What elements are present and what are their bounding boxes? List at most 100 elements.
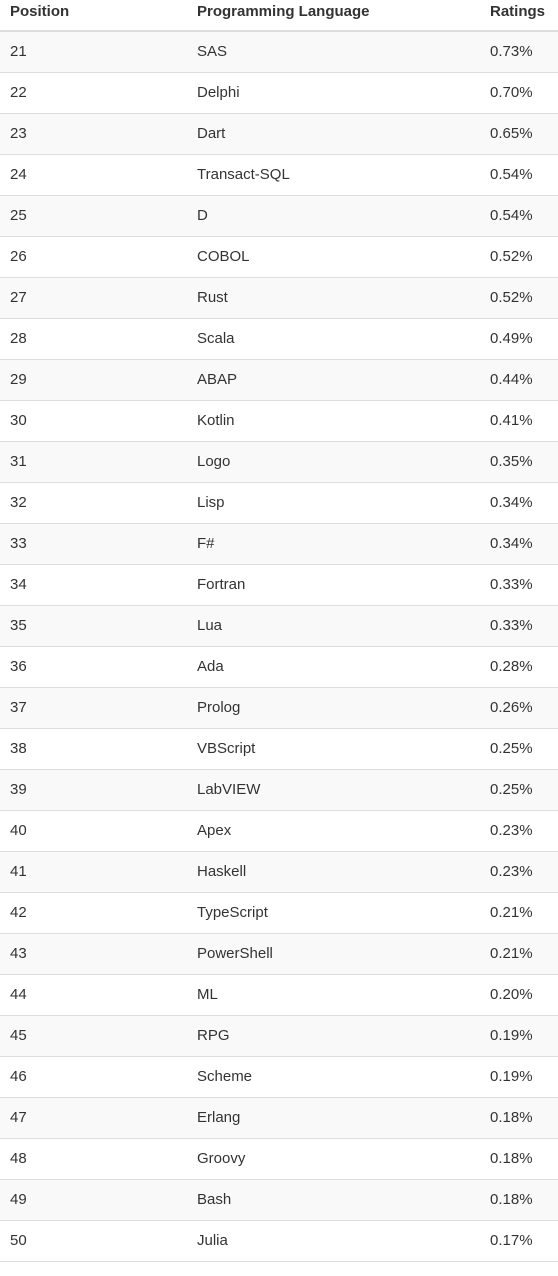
table-row: 24 Transact-SQL 0.54% (0, 155, 558, 196)
language-cell: Dart (197, 125, 226, 142)
language-cell: Erlang (197, 1109, 241, 1126)
language-cell: D (197, 207, 208, 224)
rating-cell: 0.28% (490, 658, 533, 675)
rating-cell: 0.65% (490, 125, 533, 142)
language-cell: Groovy (197, 1150, 246, 1167)
position-cell: 45 (10, 1027, 27, 1044)
table-row: 47 Erlang 0.18% (0, 1098, 558, 1139)
rating-cell: 0.70% (490, 84, 533, 101)
position-cell: 23 (10, 125, 27, 142)
table-row: 22 Delphi 0.70% (0, 73, 558, 114)
rating-cell: 0.41% (490, 412, 533, 429)
language-cell: COBOL (197, 248, 250, 265)
language-cell: VBScript (197, 740, 256, 757)
rating-cell: 0.23% (490, 863, 533, 880)
rating-cell: 0.34% (490, 535, 533, 552)
rating-cell: 0.21% (490, 945, 533, 962)
position-cell: 28 (10, 330, 27, 347)
table-row: 23 Dart 0.65% (0, 114, 558, 155)
position-cell: 40 (10, 822, 27, 839)
table-row: 26 COBOL 0.52% (0, 237, 558, 278)
language-cell: Scheme (197, 1068, 253, 1085)
rating-cell: 0.54% (490, 207, 533, 224)
position-cell: 33 (10, 535, 27, 552)
language-cell: Scala (197, 330, 235, 347)
table-row: 41 Haskell 0.23% (0, 852, 558, 893)
language-cell: SAS (197, 43, 228, 60)
position-cell: 42 (10, 904, 27, 921)
position-cell: 24 (10, 166, 27, 183)
rating-cell: 0.33% (490, 576, 533, 593)
table-row: 37 Prolog 0.26% (0, 688, 558, 729)
header-programming-language[interactable]: Programming Language (197, 3, 370, 20)
language-cell: Kotlin (197, 412, 235, 429)
table-row: 49 Bash 0.18% (0, 1180, 558, 1221)
header-position[interactable]: Position (10, 3, 70, 20)
table-row: 40 Apex 0.23% (0, 811, 558, 852)
language-cell: Julia (197, 1232, 228, 1249)
header-ratings[interactable]: Ratings (490, 3, 546, 20)
table-row: 50 Julia 0.17% (0, 1221, 558, 1262)
position-cell: 36 (10, 658, 27, 675)
table-row: 38 VBScript 0.25% (0, 729, 558, 770)
language-cell: F# (197, 535, 215, 552)
language-cell: Ada (197, 658, 224, 675)
rating-cell: 0.20% (490, 986, 533, 1003)
position-cell: 47 (10, 1109, 27, 1126)
position-cell: 37 (10, 699, 27, 716)
position-cell: 34 (10, 576, 27, 593)
rating-cell: 0.26% (490, 699, 533, 716)
position-cell: 49 (10, 1191, 27, 1208)
language-cell: TypeScript (197, 904, 268, 921)
rating-cell: 0.52% (490, 289, 533, 306)
rating-cell: 0.34% (490, 494, 533, 511)
rating-cell: 0.19% (490, 1068, 533, 1085)
position-cell: 41 (10, 863, 27, 880)
table-row: 39 LabVIEW 0.25% (0, 770, 558, 811)
position-cell: 31 (10, 453, 27, 470)
rating-cell: 0.25% (490, 781, 533, 798)
table-row: 32 Lisp 0.34% (0, 483, 558, 524)
position-cell: 35 (10, 617, 27, 634)
language-cell: Fortran (197, 576, 246, 593)
table-row: 36 Ada 0.28% (0, 647, 558, 688)
language-cell: Logo (197, 453, 231, 470)
position-cell: 39 (10, 781, 27, 798)
position-cell: 22 (10, 84, 27, 101)
language-cell: Lisp (197, 494, 225, 511)
rating-cell: 0.73% (490, 43, 533, 60)
table-row: 31 Logo 0.35% (0, 442, 558, 483)
table-row: 46 Scheme 0.19% (0, 1057, 558, 1098)
rating-cell: 0.52% (490, 248, 533, 265)
position-cell: 27 (10, 289, 27, 306)
position-cell: 29 (10, 371, 27, 388)
position-cell: 44 (10, 986, 27, 1003)
position-cell: 21 (10, 43, 27, 60)
rating-cell: 0.18% (490, 1109, 533, 1126)
table-row: 34 Fortran 0.33% (0, 565, 558, 606)
position-cell: 48 (10, 1150, 27, 1167)
rating-cell: 0.33% (490, 617, 533, 634)
table-row: 42 TypeScript 0.21% (0, 893, 558, 934)
table-row: 29 ABAP 0.44% (0, 360, 558, 401)
language-cell: ML (197, 986, 218, 1003)
table-row: 33 F# 0.34% (0, 524, 558, 565)
language-cell: RPG (197, 1027, 230, 1044)
position-cell: 46 (10, 1068, 27, 1085)
position-cell: 32 (10, 494, 27, 511)
table-row: 30 Kotlin 0.41% (0, 401, 558, 442)
position-cell: 30 (10, 412, 27, 429)
position-cell: 50 (10, 1232, 27, 1249)
rating-cell: 0.17% (490, 1232, 533, 1249)
rating-cell: 0.54% (490, 166, 533, 183)
rating-cell: 0.35% (490, 453, 533, 470)
language-cell: Bash (197, 1191, 232, 1208)
position-cell: 26 (10, 248, 27, 265)
position-cell: 25 (10, 207, 27, 224)
rating-cell: 0.19% (490, 1027, 533, 1044)
table-row: 45 RPG 0.19% (0, 1016, 558, 1057)
rating-cell: 0.21% (490, 904, 533, 921)
table-header: Position Programming Language Ratings (0, 0, 558, 32)
language-cell: PowerShell (197, 945, 273, 962)
